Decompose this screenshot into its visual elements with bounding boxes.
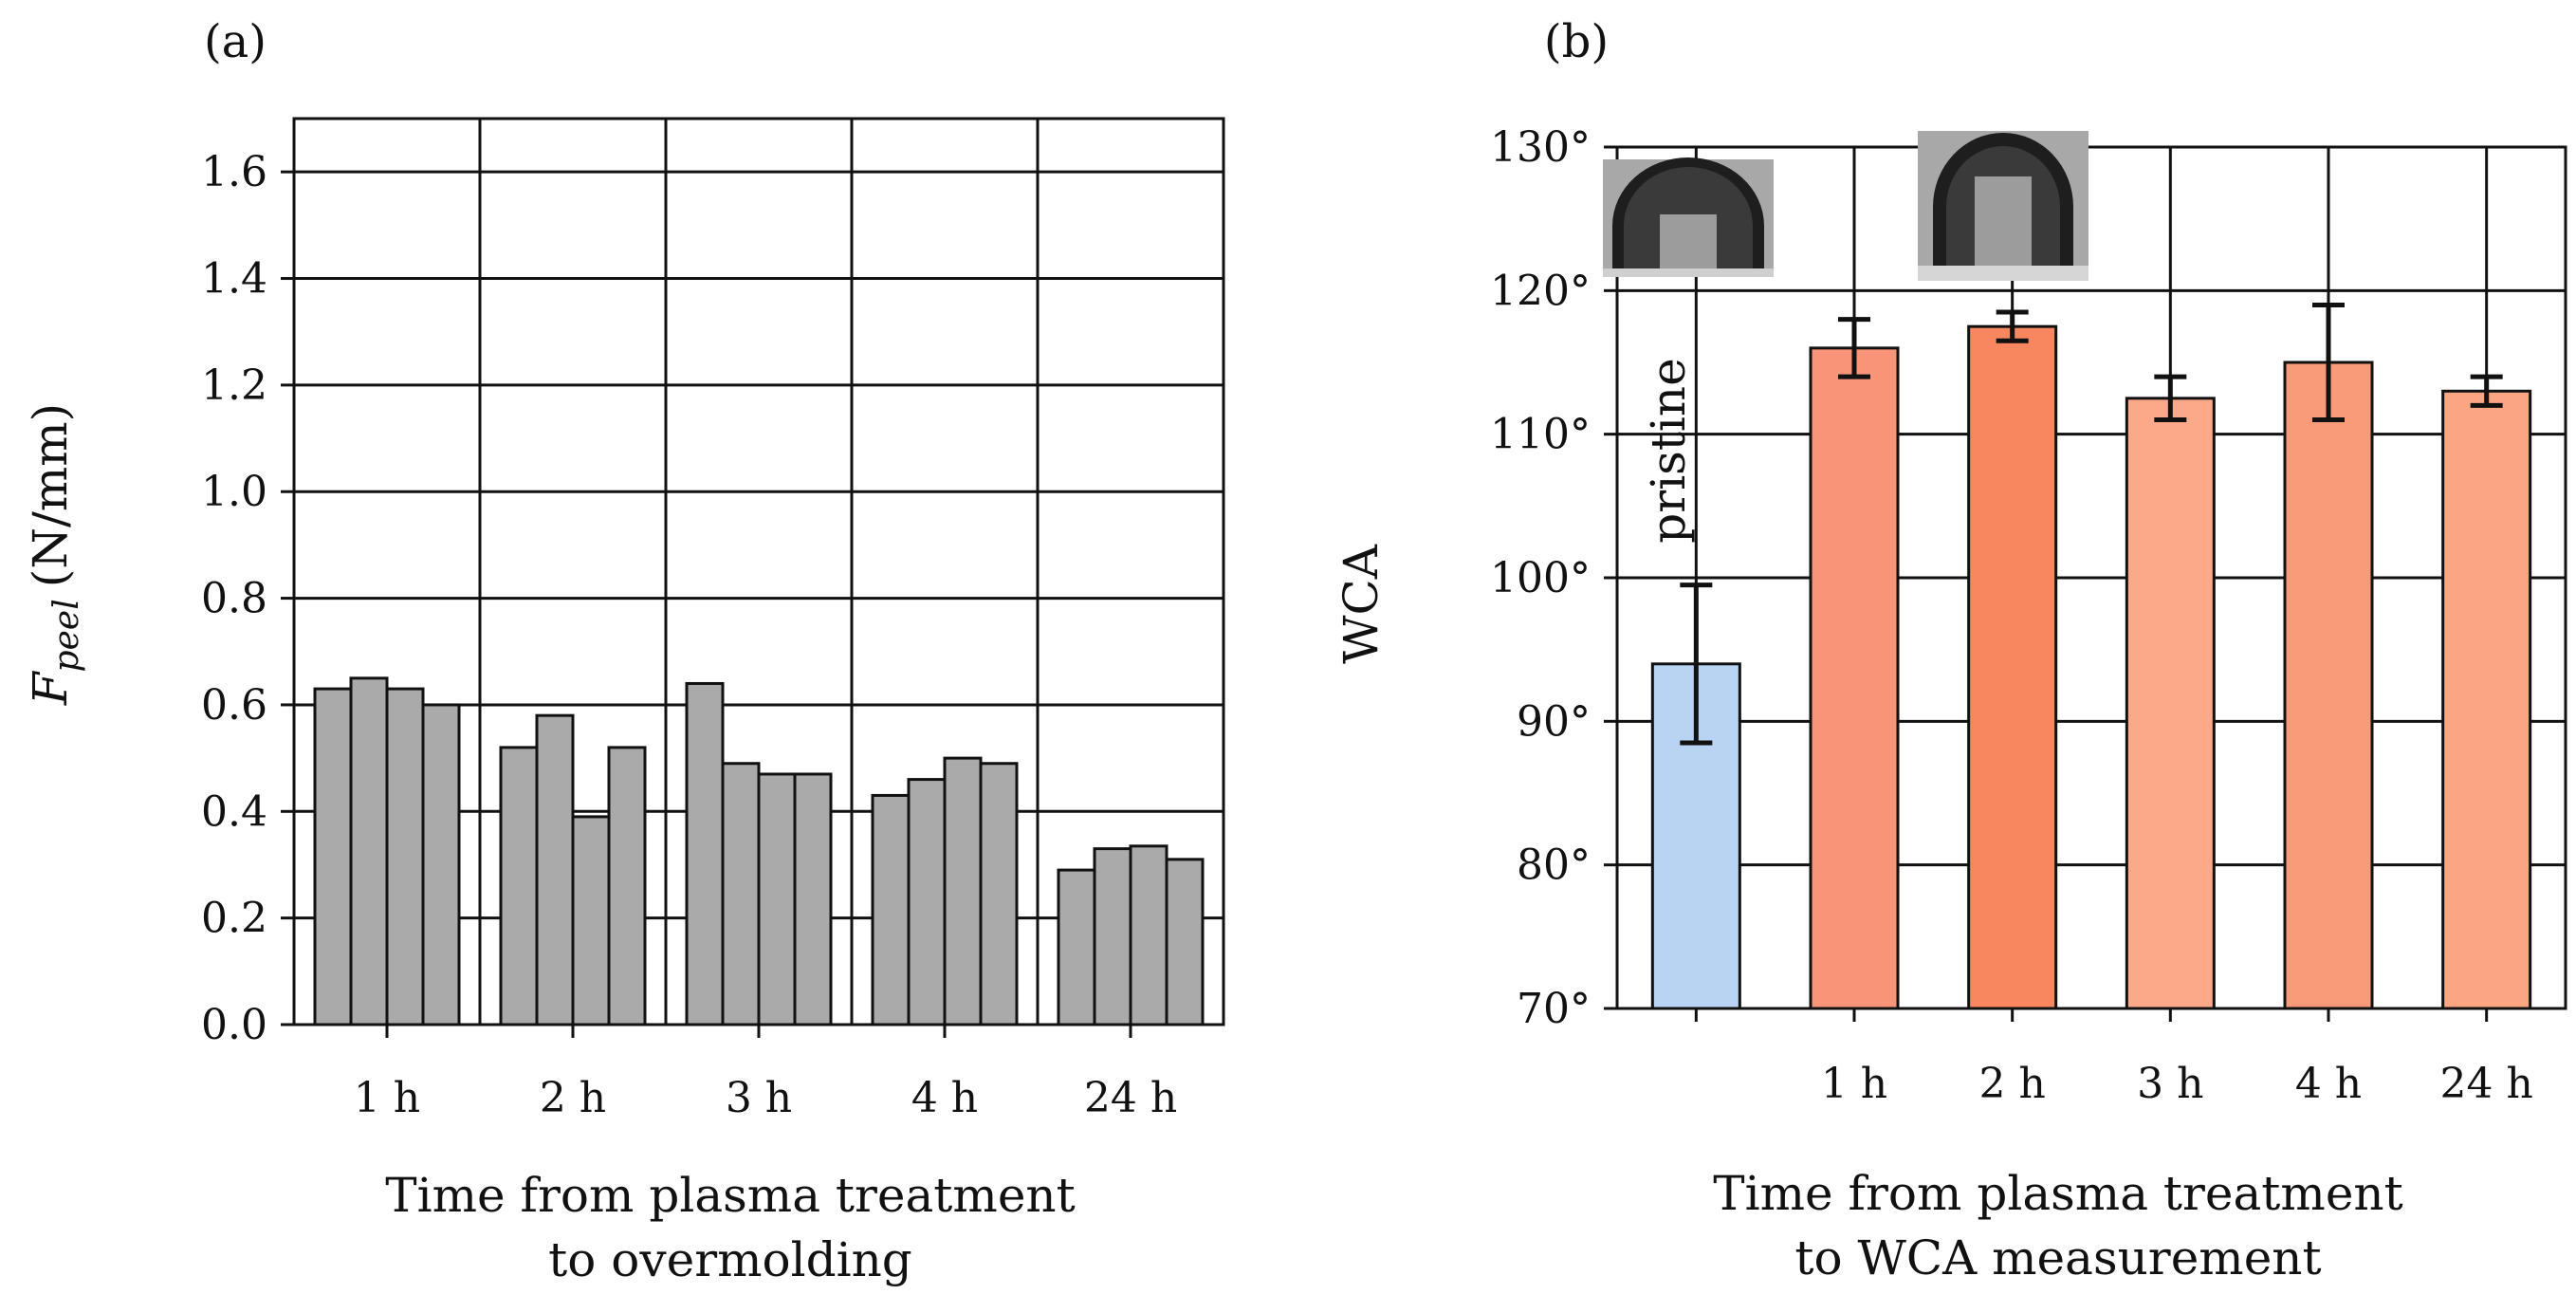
a-bars xyxy=(313,676,1205,1026)
a-ylabel: Fpeel(N/mm) xyxy=(23,403,86,706)
a-bar xyxy=(721,762,761,1026)
b-bars xyxy=(1650,324,2532,1010)
droplet-image-treated xyxy=(1918,131,2088,281)
a-plot-frame xyxy=(292,117,1225,1026)
a-bar xyxy=(1057,868,1096,1026)
bar-annotation-pristine: pristine xyxy=(1641,358,1696,543)
b-bar xyxy=(1809,346,1900,1010)
a-xtick-label: 1 h xyxy=(354,1074,420,1122)
b-error-bars xyxy=(1680,302,2503,746)
a-bar xyxy=(871,793,911,1026)
b-ytick-label: 90° xyxy=(1517,697,1591,746)
b-bar xyxy=(2283,361,2374,1010)
a-bar xyxy=(571,815,611,1026)
b-ytick-label: 80° xyxy=(1517,841,1591,890)
a-xtick-label: 24 h xyxy=(1084,1074,1177,1122)
b-ylabel: WCA xyxy=(1334,544,1389,664)
a-bar xyxy=(499,746,539,1026)
b-ytick-label: 130° xyxy=(1490,123,1591,172)
a-bar xyxy=(907,778,947,1026)
a-xtick-label: 2 h xyxy=(540,1074,606,1122)
a-ytick-label: 0.4 xyxy=(201,787,267,836)
a-ytick-label: 1.0 xyxy=(201,468,267,516)
a-bar xyxy=(385,687,425,1026)
a-bar xyxy=(1129,844,1168,1026)
panel-label-a: (a) xyxy=(204,15,267,68)
chart-b-water-contact-angle: (b) 70° 80° 90° 100° 110° 120° 130° 1 h 2 h 3 h 4… xyxy=(1334,15,2567,1285)
a-ytick-label: 1.2 xyxy=(201,361,267,410)
b-y-ticks: 70° 80° 90° 100° 110° 120° 130° xyxy=(1490,123,1617,1033)
droplet-image-pristine xyxy=(1603,157,1774,277)
a-ytick-label: 1.4 xyxy=(201,255,267,304)
b-xlabel-line2: to WCA measurement xyxy=(1794,1230,2321,1285)
a-ytick-label: 1.6 xyxy=(201,148,267,196)
a-bar xyxy=(349,676,389,1026)
b-xtick-label: 1 h xyxy=(1821,1060,1887,1108)
a-x-ticks: 1 h 2 h 3 h 4 h 24 h xyxy=(354,1025,1177,1122)
b-ytick-label: 70° xyxy=(1517,985,1591,1033)
b-xlabel-line1: Time from plasma treatment xyxy=(1713,1166,2402,1221)
a-bar xyxy=(685,681,725,1026)
b-xtick-label: 24 h xyxy=(2440,1060,2533,1108)
a-ytick-label: 0.2 xyxy=(201,895,267,943)
a-bar xyxy=(979,762,1019,1026)
b-xtick-label: 3 h xyxy=(2137,1060,2203,1108)
a-bar xyxy=(757,772,797,1026)
a-bar xyxy=(313,687,353,1026)
b-ytick-label: 100° xyxy=(1490,554,1591,602)
b-bar xyxy=(1967,324,2058,1010)
b-xtick-label: 2 h xyxy=(1979,1060,2046,1108)
a-ytick-label: 0.8 xyxy=(201,575,267,623)
a-bar xyxy=(1165,858,1205,1026)
a-xtick-label: 3 h xyxy=(726,1074,792,1122)
a-bar xyxy=(607,746,647,1026)
panel-label-b: (b) xyxy=(1544,15,1609,68)
a-bar xyxy=(1093,847,1132,1026)
chart-a-peel-force: (a) 0.0 0.2 0.4 0.6 0.8 1.0 1.2 1.4 1.6 1 h 2 h 3 … xyxy=(23,15,1225,1287)
b-plot-frame xyxy=(1615,145,2567,1010)
b-bar xyxy=(2125,397,2216,1010)
a-y-ticks: 0.0 0.2 0.4 0.6 0.8 1.0 1.2 1.4 1.6 xyxy=(201,148,294,1049)
b-ytick-label: 110° xyxy=(1490,411,1591,459)
b-x-ticks: 1 h 2 h 3 h 4 h 24 h xyxy=(1694,1008,2533,1108)
a-ytick-label: 0.0 xyxy=(201,1001,267,1049)
b-ytick-label: 120° xyxy=(1490,267,1591,315)
a-xtick-label: 4 h xyxy=(911,1074,978,1122)
a-bar xyxy=(535,713,575,1026)
a-xlabel-line1: Time from plasma treatment xyxy=(385,1168,1075,1223)
a-bar xyxy=(793,772,833,1026)
b-bar xyxy=(2441,389,2532,1010)
b-xtick-label: 4 h xyxy=(2295,1060,2362,1108)
a-ytick-label: 0.6 xyxy=(201,681,267,730)
a-xlabel-line2: to overmolding xyxy=(548,1232,912,1287)
a-bar xyxy=(943,756,983,1026)
a-bar xyxy=(421,703,461,1026)
